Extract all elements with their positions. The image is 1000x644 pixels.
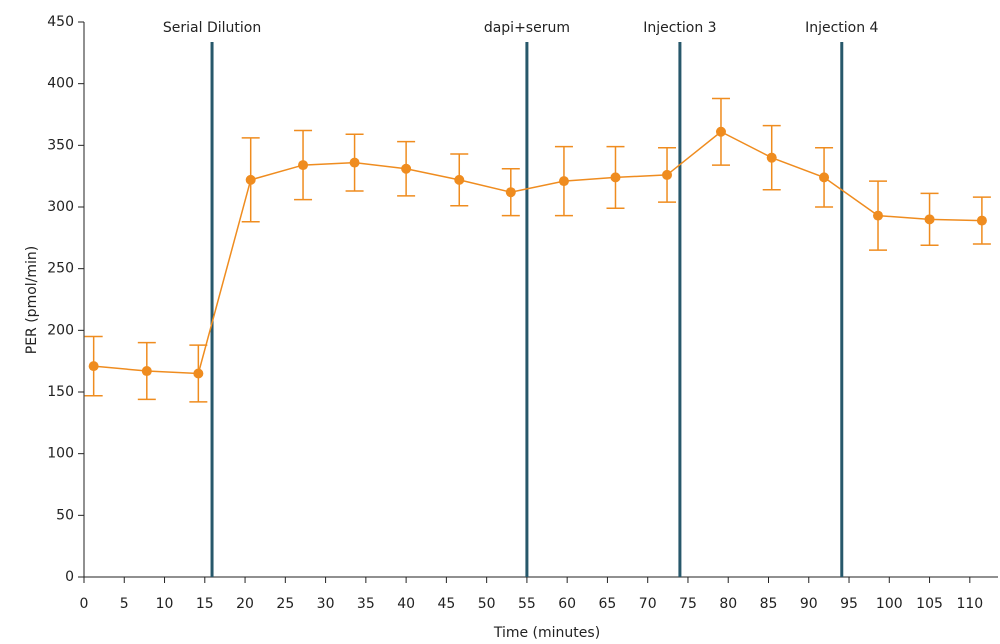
y-tick-label: 250 <box>47 261 74 277</box>
data-point <box>88 361 99 372</box>
data-point <box>976 215 987 226</box>
x-axis-label: Time (minutes) <box>493 625 600 641</box>
data-point <box>349 157 360 168</box>
data-point <box>715 126 726 137</box>
data-point <box>401 163 412 174</box>
data-point <box>924 214 935 225</box>
x-tick-label: 75 <box>679 596 697 612</box>
x-tick-label: 35 <box>357 596 375 612</box>
x-tick-label: 100 <box>876 596 903 612</box>
data-point <box>505 187 516 198</box>
y-tick-label: 50 <box>56 507 74 523</box>
x-tick-label: 80 <box>719 596 737 612</box>
y-tick-label: 100 <box>47 446 74 462</box>
x-tick-label: 70 <box>639 596 657 612</box>
x-tick-label: 55 <box>518 596 536 612</box>
y-tick-label: 300 <box>47 199 74 215</box>
x-tick-label: 60 <box>558 596 576 612</box>
x-tick-label: 85 <box>760 596 778 612</box>
x-tick-label: 25 <box>276 596 294 612</box>
data-line <box>93 130 982 375</box>
y-tick-label: 200 <box>47 322 74 338</box>
x-tick-label: 90 <box>800 596 818 612</box>
y-tick-label: 0 <box>65 569 74 585</box>
data-point <box>766 152 777 163</box>
injection-label: dapi+serum <box>484 20 570 36</box>
x-tick-label: 5 <box>120 596 129 612</box>
data-point <box>610 172 621 183</box>
x-tick-label: 50 <box>478 596 496 612</box>
data-point <box>298 160 309 171</box>
data-point <box>454 174 465 185</box>
data-point <box>193 368 204 379</box>
y-tick-label: 450 <box>47 14 74 30</box>
data-point <box>662 169 673 180</box>
x-tick-label: 15 <box>196 596 214 612</box>
y-tick-label: 350 <box>47 137 74 153</box>
x-tick-label: 65 <box>599 596 617 612</box>
data-point <box>141 366 152 377</box>
y-tick-label: 150 <box>47 384 74 400</box>
x-tick-label: 45 <box>437 596 455 612</box>
x-tick-label: 40 <box>397 596 415 612</box>
x-tick-label: 20 <box>236 596 254 612</box>
y-tick-label: 400 <box>47 76 74 92</box>
data-point <box>245 174 256 185</box>
data-point <box>819 172 830 183</box>
x-tick-label: 30 <box>317 596 335 612</box>
y-axis-label: PER (pmol/min) <box>24 246 40 355</box>
x-tick-label: 95 <box>840 596 858 612</box>
injection-label: Injection 3 <box>643 20 716 36</box>
x-tick-label: 110 <box>956 596 983 612</box>
injection-label: Serial Dilution <box>163 20 261 36</box>
x-tick-label: 10 <box>156 596 174 612</box>
data-point <box>558 176 569 187</box>
injection-label: Injection 4 <box>805 20 878 36</box>
x-tick-label: 0 <box>80 596 89 612</box>
data-point <box>873 210 884 221</box>
x-tick-label: 105 <box>916 596 943 612</box>
